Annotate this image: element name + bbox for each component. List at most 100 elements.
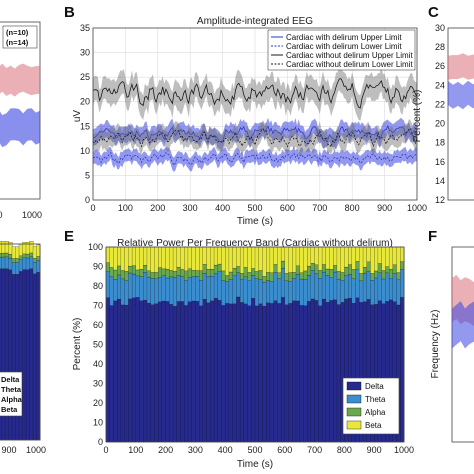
panel-e-bar-alpha — [199, 270, 204, 281]
panel-e-bar-beta — [392, 246, 397, 265]
panel-e-bar-theta — [236, 272, 241, 298]
panel-e-bar-delta — [318, 305, 323, 443]
panel-e-bar-alpha — [370, 273, 375, 281]
panel-d-bar — [25, 253, 30, 259]
panel-e-bar-beta — [135, 246, 140, 271]
panel-c-ytick: 24 — [435, 80, 445, 90]
panel-c-ylabel: Percent (%) — [412, 90, 423, 143]
panel-d-bar — [25, 257, 30, 270]
panel-e-bar-delta — [333, 299, 338, 443]
panel-e-bar-beta — [143, 246, 148, 266]
panel-e-bar-theta — [176, 275, 181, 302]
panel-e-bar-beta — [176, 246, 181, 268]
panel-e-bar-theta — [120, 278, 126, 306]
panel-e-bar-beta — [105, 246, 111, 263]
panel-e-bar-theta — [105, 271, 111, 298]
panel-b-legend-label-2: Cardiac with delirum Lower Limit — [286, 42, 402, 51]
panel-d: Delta Theta Alpha Beta 900 1000 — [0, 241, 46, 455]
panel-e-bar-theta — [377, 272, 383, 301]
panel-e-legend-alpha: Alpha — [365, 408, 386, 417]
panel-e-bar-theta — [187, 277, 193, 302]
panel-e-ticks: 0 100 200 300 400 500 600 700 800 900 1000 0 10 20 30 4… — [88, 242, 414, 455]
panel-e-ytick: 10 — [93, 418, 103, 428]
panel-e-bar-delta — [169, 304, 174, 443]
panel-e-bar-beta — [329, 246, 334, 270]
panel-e-bar-alpha — [295, 265, 301, 275]
panel-e-bar-theta — [195, 276, 200, 302]
panel-e-bar-alpha — [299, 272, 304, 280]
panel-d-bar — [11, 246, 16, 259]
panel-e-xtick: 900 — [367, 445, 382, 455]
panel-e-bar-alpha — [362, 267, 368, 274]
panel-e-bar-delta — [273, 300, 278, 443]
panel-d-bar — [29, 241, 34, 254]
panel-e-bar-theta — [184, 280, 189, 306]
panel-e-bar-alpha — [359, 273, 364, 281]
panel-e-bar-beta — [113, 246, 118, 271]
panel-e-bar-theta — [333, 271, 338, 300]
panel-e-bar-theta — [288, 281, 293, 304]
panel-e-bar-beta — [359, 246, 364, 274]
panel-e-bar-theta — [109, 276, 114, 306]
panel-e-bar-beta — [172, 246, 178, 272]
panel-d-legend — [0, 371, 23, 417]
panel-e-bar-beta — [158, 246, 163, 268]
panel-b-legend: Cardiac with delirum Upper Limit Cardiac… — [267, 29, 416, 71]
panel-e-bar-alpha — [381, 270, 386, 280]
panel-e-bar-delta — [124, 304, 129, 443]
panel-d-bar — [25, 269, 30, 441]
panel-e-bar-beta — [195, 246, 200, 271]
panel-e-bar-alpha — [105, 262, 111, 272]
panel-e-bar-alpha — [139, 269, 144, 277]
panel-b-legend-label-1: Cardiac with delirum Upper Limit — [286, 33, 402, 42]
panel-e-xtick: 700 — [307, 445, 322, 455]
panel-e-bar-alpha — [251, 268, 256, 276]
panel-e-xtick: 100 — [128, 445, 143, 455]
panel-e-bar-delta — [172, 305, 178, 443]
panel-e-bar-alpha — [310, 263, 316, 271]
panel-e-bar-beta — [340, 246, 345, 273]
panel-c: C 12 14 16 18 20 22 24 26 28 30 Percent (%) — [412, 4, 474, 205]
panel-b-ytick: 5 — [85, 170, 90, 180]
panel-e-bar-theta — [359, 280, 364, 303]
panel-e-bar-beta — [120, 246, 126, 271]
panel-e-bar-beta — [199, 246, 204, 271]
panel-d-bar — [18, 255, 23, 260]
panel-d-bar — [15, 258, 20, 263]
panel-b-xlabel: Time (s) — [237, 216, 273, 227]
panel-b-axes-frame — [92, 27, 418, 201]
panel-e-bar-beta — [236, 246, 241, 267]
panel-e-xtick: 500 — [247, 445, 262, 455]
panel-e-bar-alpha — [146, 270, 152, 278]
panel-e-bar-theta — [131, 273, 137, 298]
panel-e-ytick: 50 — [93, 340, 103, 350]
panel-e-bar-alpha — [184, 270, 189, 281]
panel-a-band-blue — [0, 108, 40, 148]
panel-e-bar-delta — [239, 302, 245, 443]
panel-e-bar-theta — [295, 274, 301, 302]
panel-b-xtick: 800 — [345, 203, 360, 213]
panel-b-xtick: 900 — [377, 203, 392, 213]
panel-d-legend-alpha: Alpha — [1, 395, 23, 404]
panel-e-bar-delta — [150, 304, 155, 443]
panel-e-bar-delta — [258, 303, 263, 443]
panel-d-bar — [8, 257, 13, 270]
panel-e-bar-alpha — [225, 275, 230, 282]
panel-e-bar-alpha — [202, 264, 208, 274]
panel-e-bar-theta — [135, 275, 140, 298]
panel-e-bar-alpha — [228, 271, 234, 280]
panel-e-legend-swatch-alpha — [346, 407, 362, 417]
panel-e-bar-theta — [303, 279, 308, 306]
panel-e-xtick: 800 — [337, 445, 352, 455]
panel-e-bar-theta — [392, 273, 397, 302]
panel-e-bar-beta — [266, 246, 271, 273]
panel-e-bar-delta — [232, 303, 237, 443]
panel-e-bar-beta — [225, 246, 230, 276]
panel-e-bar-beta — [388, 246, 394, 270]
panel-e-bar-beta — [262, 246, 267, 277]
panel-e-bar-theta — [243, 276, 248, 305]
panel-d-bar — [15, 262, 20, 275]
panel-e-bar-alpha — [236, 266, 241, 273]
panel-e-bar-beta — [128, 246, 133, 267]
